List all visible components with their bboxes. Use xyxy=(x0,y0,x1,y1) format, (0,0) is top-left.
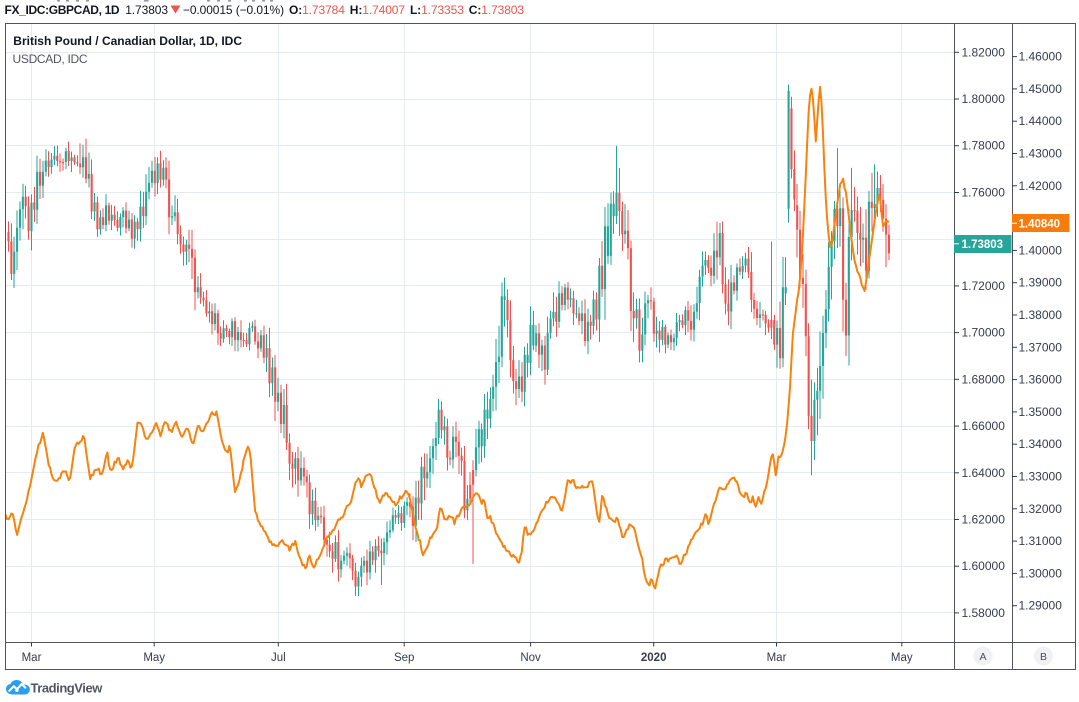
svg-text:Jul: Jul xyxy=(271,652,286,664)
svg-text:1.76000: 1.76000 xyxy=(962,186,1006,200)
svg-text:May: May xyxy=(891,652,913,664)
svg-text:1.58000: 1.58000 xyxy=(962,606,1006,620)
svg-text:1.78000: 1.78000 xyxy=(962,139,1006,153)
svg-text:1.70000: 1.70000 xyxy=(962,326,1006,340)
svg-text:B: B xyxy=(1040,651,1047,663)
svg-text:1.43000: 1.43000 xyxy=(1019,147,1063,161)
svg-text:1.82000: 1.82000 xyxy=(962,45,1006,59)
svg-text:1.36000: 1.36000 xyxy=(1019,373,1063,387)
svg-text:1.37000: 1.37000 xyxy=(1019,340,1063,354)
svg-text:1.62000: 1.62000 xyxy=(962,513,1006,527)
svg-text:1.42000: 1.42000 xyxy=(1019,179,1063,193)
svg-text:Sep: Sep xyxy=(394,652,414,664)
svg-text:1.66000: 1.66000 xyxy=(962,419,1006,433)
svg-text:1.68000: 1.68000 xyxy=(962,372,1006,386)
svg-text:1.80000: 1.80000 xyxy=(962,92,1006,106)
svg-text:1.39000: 1.39000 xyxy=(1019,276,1063,290)
svg-text:1.38000: 1.38000 xyxy=(1019,308,1063,322)
svg-text:TradingView: TradingView xyxy=(31,681,104,696)
svg-text:1.45000: 1.45000 xyxy=(1019,82,1063,96)
svg-text:1.29000: 1.29000 xyxy=(1019,599,1063,613)
svg-text:1.73803: 1.73803 xyxy=(962,239,1004,251)
svg-text:1.46000: 1.46000 xyxy=(1019,50,1063,64)
svg-text:1.33000: 1.33000 xyxy=(1019,470,1063,484)
svg-text:1.31000: 1.31000 xyxy=(1019,534,1063,548)
svg-text:1.30000: 1.30000 xyxy=(1019,566,1063,580)
svg-text:1.44000: 1.44000 xyxy=(1019,114,1063,128)
svg-text:1.72000: 1.72000 xyxy=(962,279,1006,293)
svg-text:Mar: Mar xyxy=(767,652,787,664)
svg-text:1.64000: 1.64000 xyxy=(962,466,1006,480)
svg-text:Nov: Nov xyxy=(520,652,541,664)
svg-text:A: A xyxy=(979,651,986,663)
svg-text:1.40840: 1.40840 xyxy=(1019,218,1061,230)
svg-text:1.34000: 1.34000 xyxy=(1019,437,1063,451)
svg-text:1.32000: 1.32000 xyxy=(1019,502,1063,516)
svg-text:1.60000: 1.60000 xyxy=(962,559,1006,573)
svg-text:2020: 2020 xyxy=(641,652,667,664)
svg-text:May: May xyxy=(143,652,165,664)
svg-text:1.35000: 1.35000 xyxy=(1019,405,1063,419)
svg-text:1.40000: 1.40000 xyxy=(1019,243,1063,257)
svg-text:Mar: Mar xyxy=(22,652,42,664)
